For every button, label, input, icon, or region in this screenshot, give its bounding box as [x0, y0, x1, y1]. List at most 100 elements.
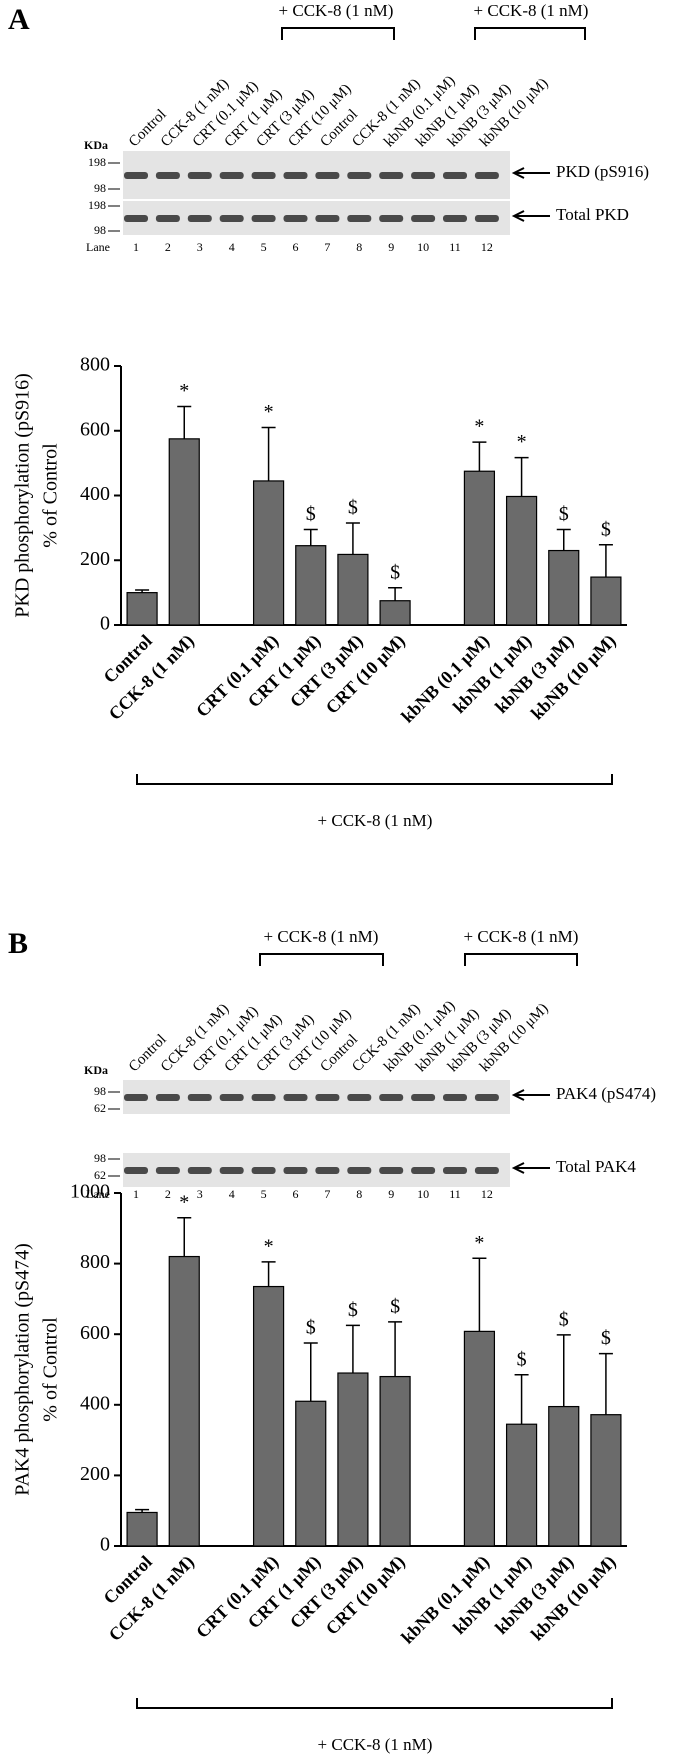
- bar: [126, 592, 158, 626]
- blot-band: [251, 1094, 276, 1101]
- error-bar: [388, 587, 403, 601]
- bar: [505, 1423, 538, 1547]
- lane-number: 9: [388, 1187, 394, 1201]
- error-bar: [598, 543, 613, 578]
- lane-number: 8: [356, 240, 362, 254]
- bar: [168, 1255, 200, 1547]
- blot-band: [283, 1167, 308, 1174]
- bracket: [474, 27, 586, 40]
- blot-band: [251, 215, 276, 222]
- bar: [252, 480, 285, 626]
- bracket-label: + CCK-8 (1 nM): [464, 927, 579, 946]
- bracket: [464, 953, 578, 966]
- lane-number: 7: [324, 240, 330, 254]
- blot-band: [219, 215, 244, 222]
- y-tick-label: 0: [100, 613, 110, 635]
- error-bar: [261, 1261, 276, 1287]
- lane-number: 12: [481, 240, 493, 254]
- error-bar: [303, 528, 318, 546]
- blot-band: [219, 1167, 244, 1174]
- blot-band: [315, 215, 340, 222]
- blot-band: [124, 1167, 148, 1174]
- y-tick-label: 200: [80, 1463, 110, 1485]
- significance-label: *: [474, 416, 484, 438]
- y-tick-label: 600: [80, 1322, 110, 1344]
- kda-marker: 198: [88, 155, 106, 169]
- bar: [590, 1414, 622, 1547]
- error-bar: [135, 1508, 150, 1513]
- arrow: [511, 210, 550, 222]
- significance-label: *: [264, 1235, 274, 1257]
- blot-band: [187, 215, 212, 222]
- blot-band: [155, 215, 180, 222]
- bracket: [259, 953, 384, 966]
- lane-number: 10: [417, 240, 429, 254]
- blot-band: [187, 1167, 212, 1174]
- kda-marker: 98: [94, 181, 106, 195]
- blot-band: [443, 215, 467, 222]
- blot-band: [315, 1094, 340, 1101]
- error-bar: [388, 1321, 403, 1377]
- bracket: [136, 1698, 613, 1709]
- blot-band: [474, 1167, 499, 1174]
- blot-band: [443, 172, 467, 179]
- band-label: Total PKD: [556, 205, 629, 224]
- bar: [126, 1511, 158, 1547]
- arrow: [511, 1089, 550, 1101]
- blot-band: [283, 1094, 308, 1101]
- blot-band: [124, 1094, 148, 1101]
- lane-number: 6: [293, 240, 299, 254]
- bracket-label: + CCK-8 (1 nM): [474, 1, 589, 20]
- error-bar: [472, 441, 487, 472]
- blot-band: [187, 1094, 212, 1101]
- bar: [379, 600, 411, 626]
- arrow: [511, 167, 550, 179]
- error-bar: [556, 1334, 571, 1407]
- kda-marker: 198: [88, 198, 106, 212]
- bar: [505, 495, 538, 626]
- blot-band: [283, 172, 308, 179]
- significance-label: *: [517, 431, 527, 453]
- bracket-label: + CCK-8 (1 nM): [279, 1, 394, 20]
- significance-label: $: [601, 518, 611, 540]
- error-bar: [556, 528, 571, 551]
- blot-band: [379, 1094, 404, 1101]
- band-label: PAK4 (pS474): [556, 1084, 656, 1103]
- bracket: [281, 27, 395, 40]
- significance-label: $: [306, 1317, 316, 1339]
- blot-band: [219, 172, 244, 179]
- lane-number: 2: [165, 1187, 171, 1201]
- lane-number: 8: [356, 1187, 362, 1201]
- blot-band: [443, 1167, 467, 1174]
- y-axis-label: % of Control: [40, 1317, 62, 1422]
- kda-marker: 62: [94, 1101, 106, 1115]
- lane-number: 9: [388, 240, 394, 254]
- significance-label: *: [264, 401, 274, 423]
- blot-band: [283, 215, 308, 222]
- blot-band: [474, 215, 499, 222]
- kda-marker: 98: [94, 223, 106, 237]
- blot-band: [379, 215, 404, 222]
- y-tick-label: 800: [80, 1251, 110, 1273]
- bracket-label: + CCK-8 (1 nM): [318, 1735, 433, 1754]
- blot-band: [443, 1094, 467, 1101]
- y-tick-label: 400: [80, 1392, 110, 1414]
- error-bar: [135, 589, 150, 593]
- kda-marker: 98: [94, 1151, 106, 1165]
- blot-band: [411, 215, 436, 222]
- significance-label: *: [179, 380, 189, 402]
- lane-number: 11: [449, 240, 461, 254]
- band-label: Total PAK4: [556, 1157, 636, 1176]
- bar: [463, 470, 496, 626]
- blot-band: [474, 172, 499, 179]
- bar: [548, 1405, 580, 1547]
- error-bar: [514, 456, 529, 497]
- blot-band: [219, 1094, 244, 1101]
- lane-number: 5: [261, 1187, 267, 1201]
- arrow: [511, 1162, 550, 1174]
- y-axis-label: PAK4 phosphorylation (pS474): [12, 1243, 34, 1496]
- error-bar: [472, 1257, 487, 1332]
- y-tick-label: 1000: [70, 1181, 110, 1203]
